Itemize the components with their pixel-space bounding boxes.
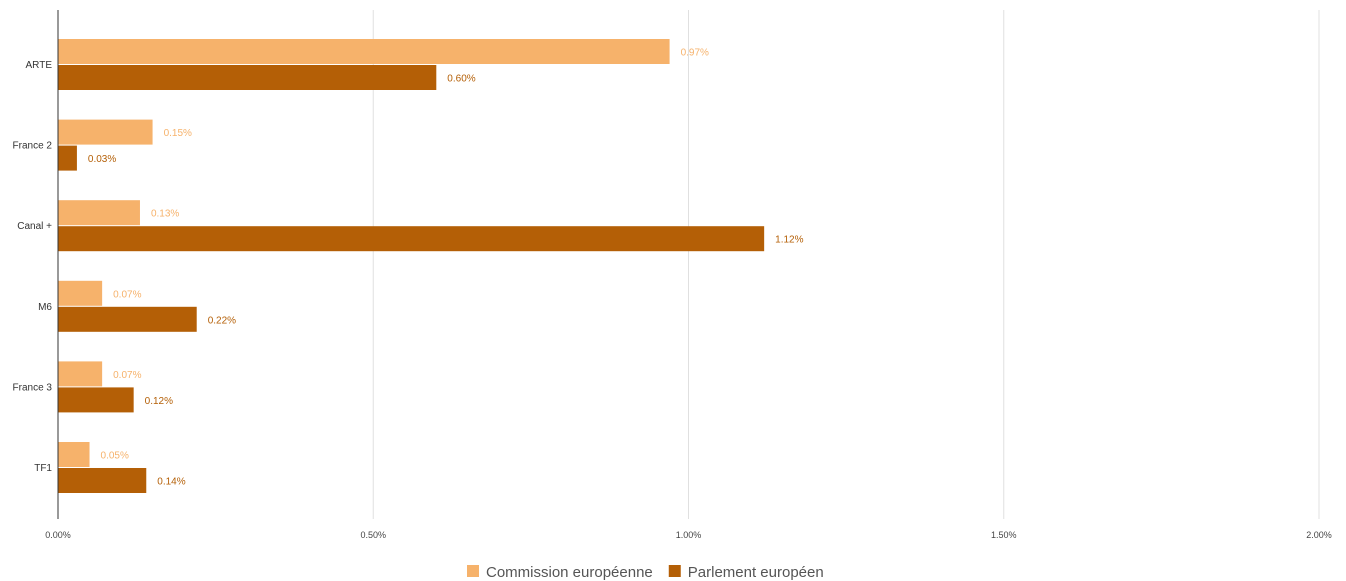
bar [58,280,103,306]
category-label: TF1 [34,463,52,474]
category-label: France 2 [13,141,53,152]
data-label: 0.05% [101,451,129,462]
bars: 0.97% 0.60% 0.15% 0.03% 0.13% 1.12% 0.07% 0.22%… [58,39,804,493]
legend: Commission européenne Parlement européen [467,564,824,581]
data-label: 0.22% [208,315,236,326]
bar [58,200,140,226]
data-label: 0.07% [113,370,141,381]
x-tick-label: 0.50% [360,530,386,540]
data-label: 0.60% [447,74,475,85]
bar [58,226,765,252]
axes: 0.00% 0.50% 1.00% 1.50% 2.00% ARTE France 2 Can… [13,10,1332,540]
data-label: 1.12% [775,235,803,246]
category-label: France 3 [13,382,53,393]
gridlines [372,10,1320,519]
x-tick-label: 1.00% [676,530,702,540]
data-label: 0.15% [164,128,192,139]
legend-label: Parlement européen [688,564,824,581]
bar [58,361,103,387]
category-label: ARTE [26,60,53,71]
legend-swatch [668,565,681,577]
bar [58,65,437,90]
bar [58,119,153,145]
legend-swatch [467,565,479,577]
bar [58,468,147,493]
data-label: 0.12% [145,396,173,407]
bar [58,442,90,467]
data-label: 0.03% [88,154,116,165]
data-label: 0.14% [157,477,185,488]
bar [58,306,197,332]
bar [58,387,134,413]
category-label: Canal + [17,221,52,232]
legend-label: Commission européenne [486,564,653,581]
x-tick-label: 2.00% [1306,530,1332,540]
bar [58,145,77,171]
bar [58,39,670,64]
data-label: 0.07% [113,289,141,300]
data-label: 0.97% [681,48,709,59]
data-label: 0.13% [151,209,179,220]
x-tick-label: 1.50% [991,530,1017,540]
x-tick-label: 0.00% [45,530,71,540]
category-label: M6 [38,302,52,313]
